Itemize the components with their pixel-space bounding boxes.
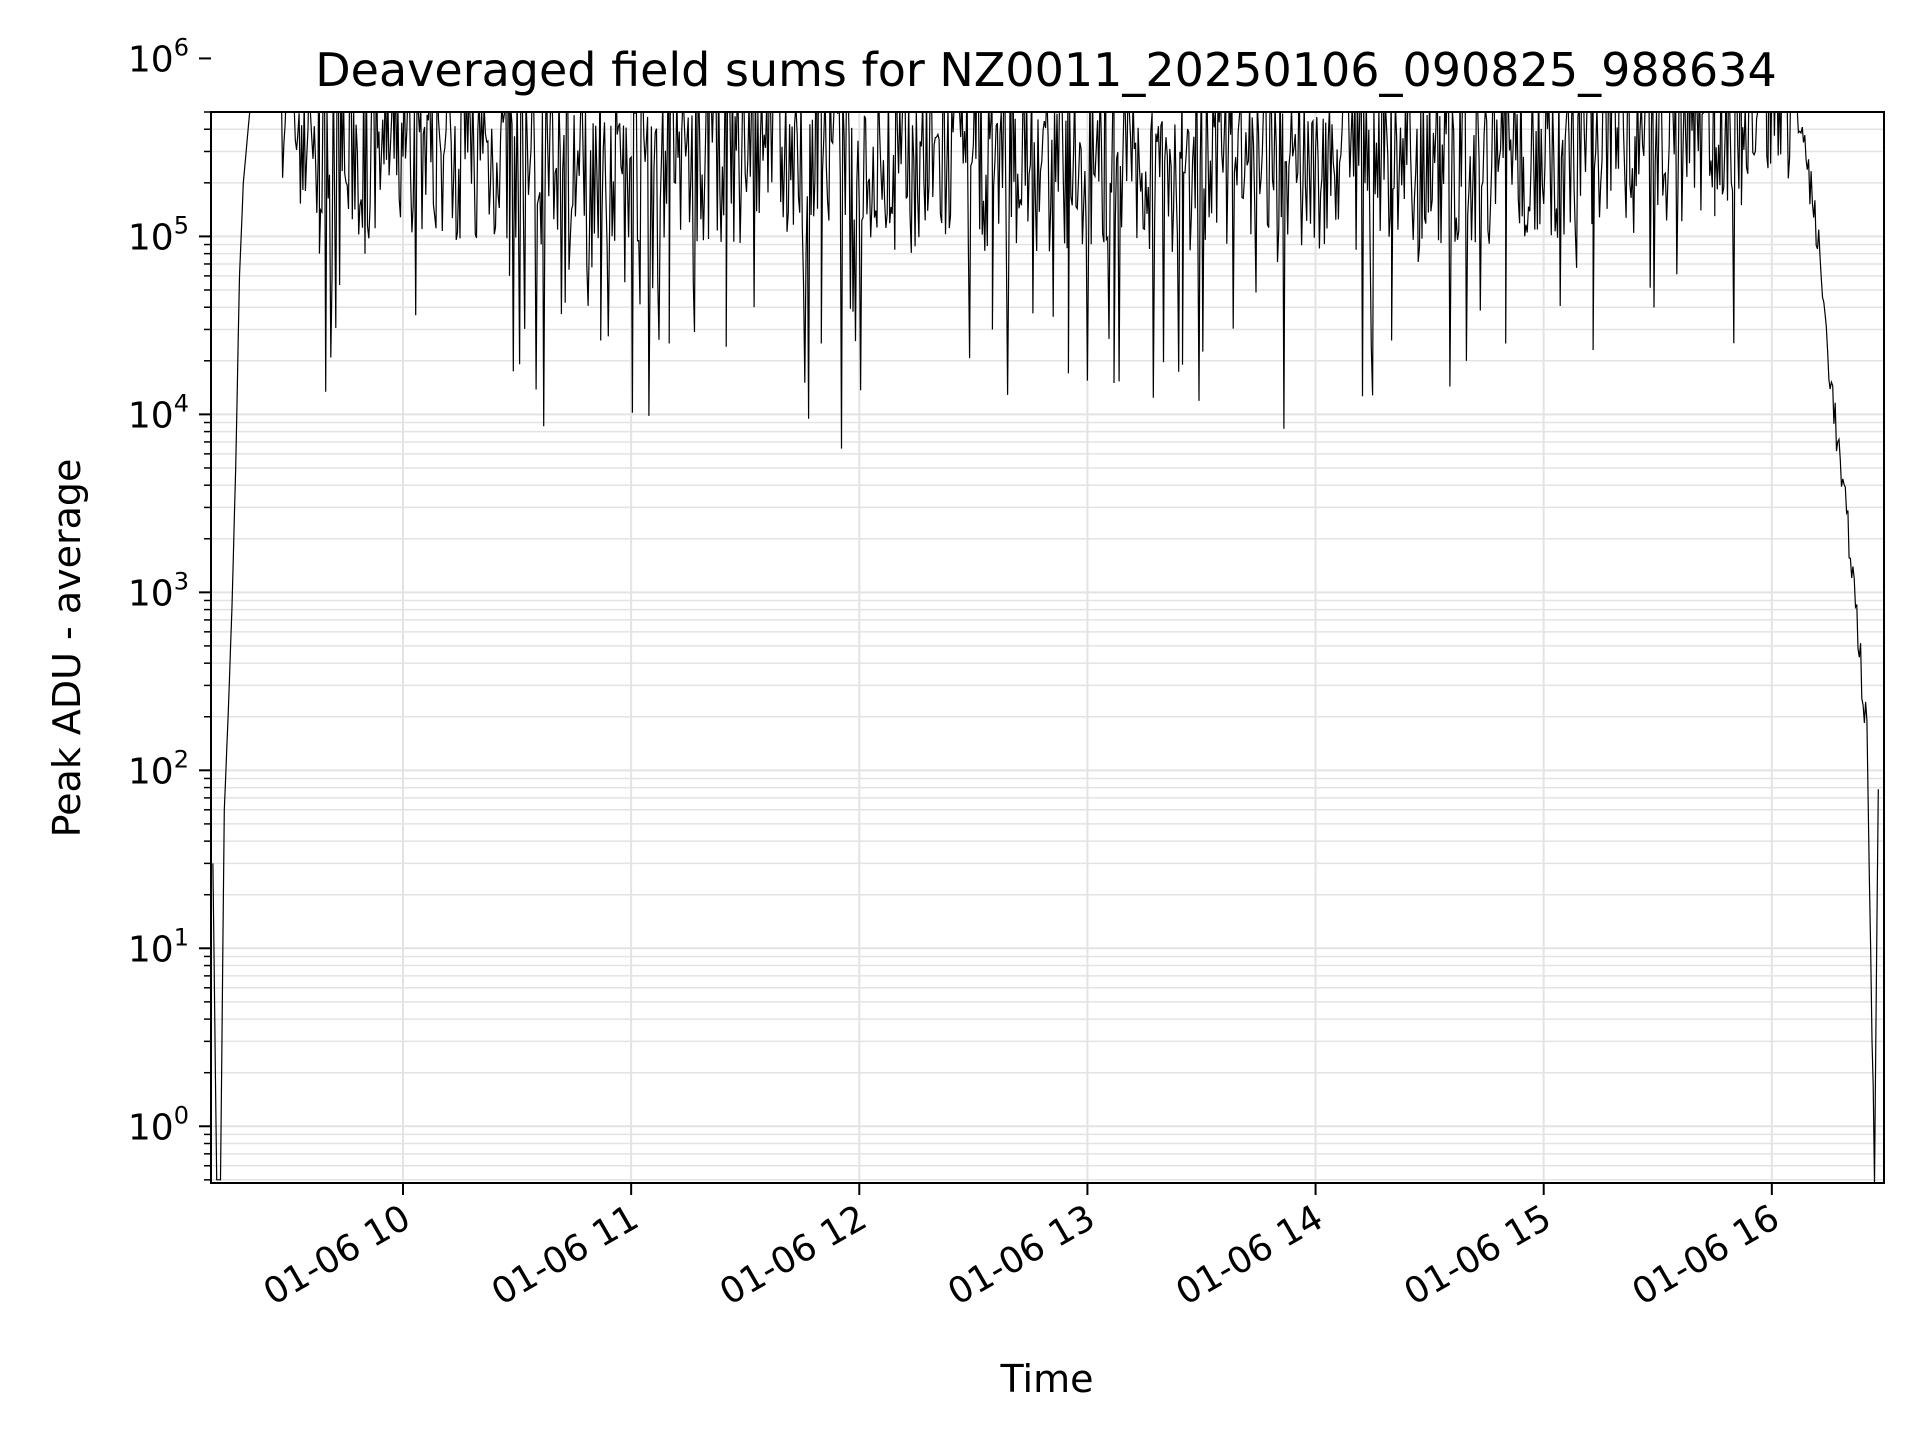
series-line [212,112,1879,1183]
y-axis: 100 101 102 103 104 105 106 [128,33,211,1181]
grid [211,111,1884,1183]
y-tick-label: 100 [128,1101,189,1148]
data-series-line [212,112,1879,1183]
chart-title: Deaveraged field sums for NZ0011_2025010… [315,43,1776,97]
y-axis-label: Peak ADU - average [45,459,89,838]
y-tick-label: 101 [128,923,189,970]
plot-frame [210,111,1885,1184]
y-tick-label: 103 [128,567,189,614]
y-tick-label: 102 [128,745,189,792]
y-tick-label: 104 [128,389,189,436]
y-tick-label: 105 [128,211,189,258]
y-tick-label: 106 [128,33,189,80]
x-axis-label: Time [1000,1357,1094,1401]
